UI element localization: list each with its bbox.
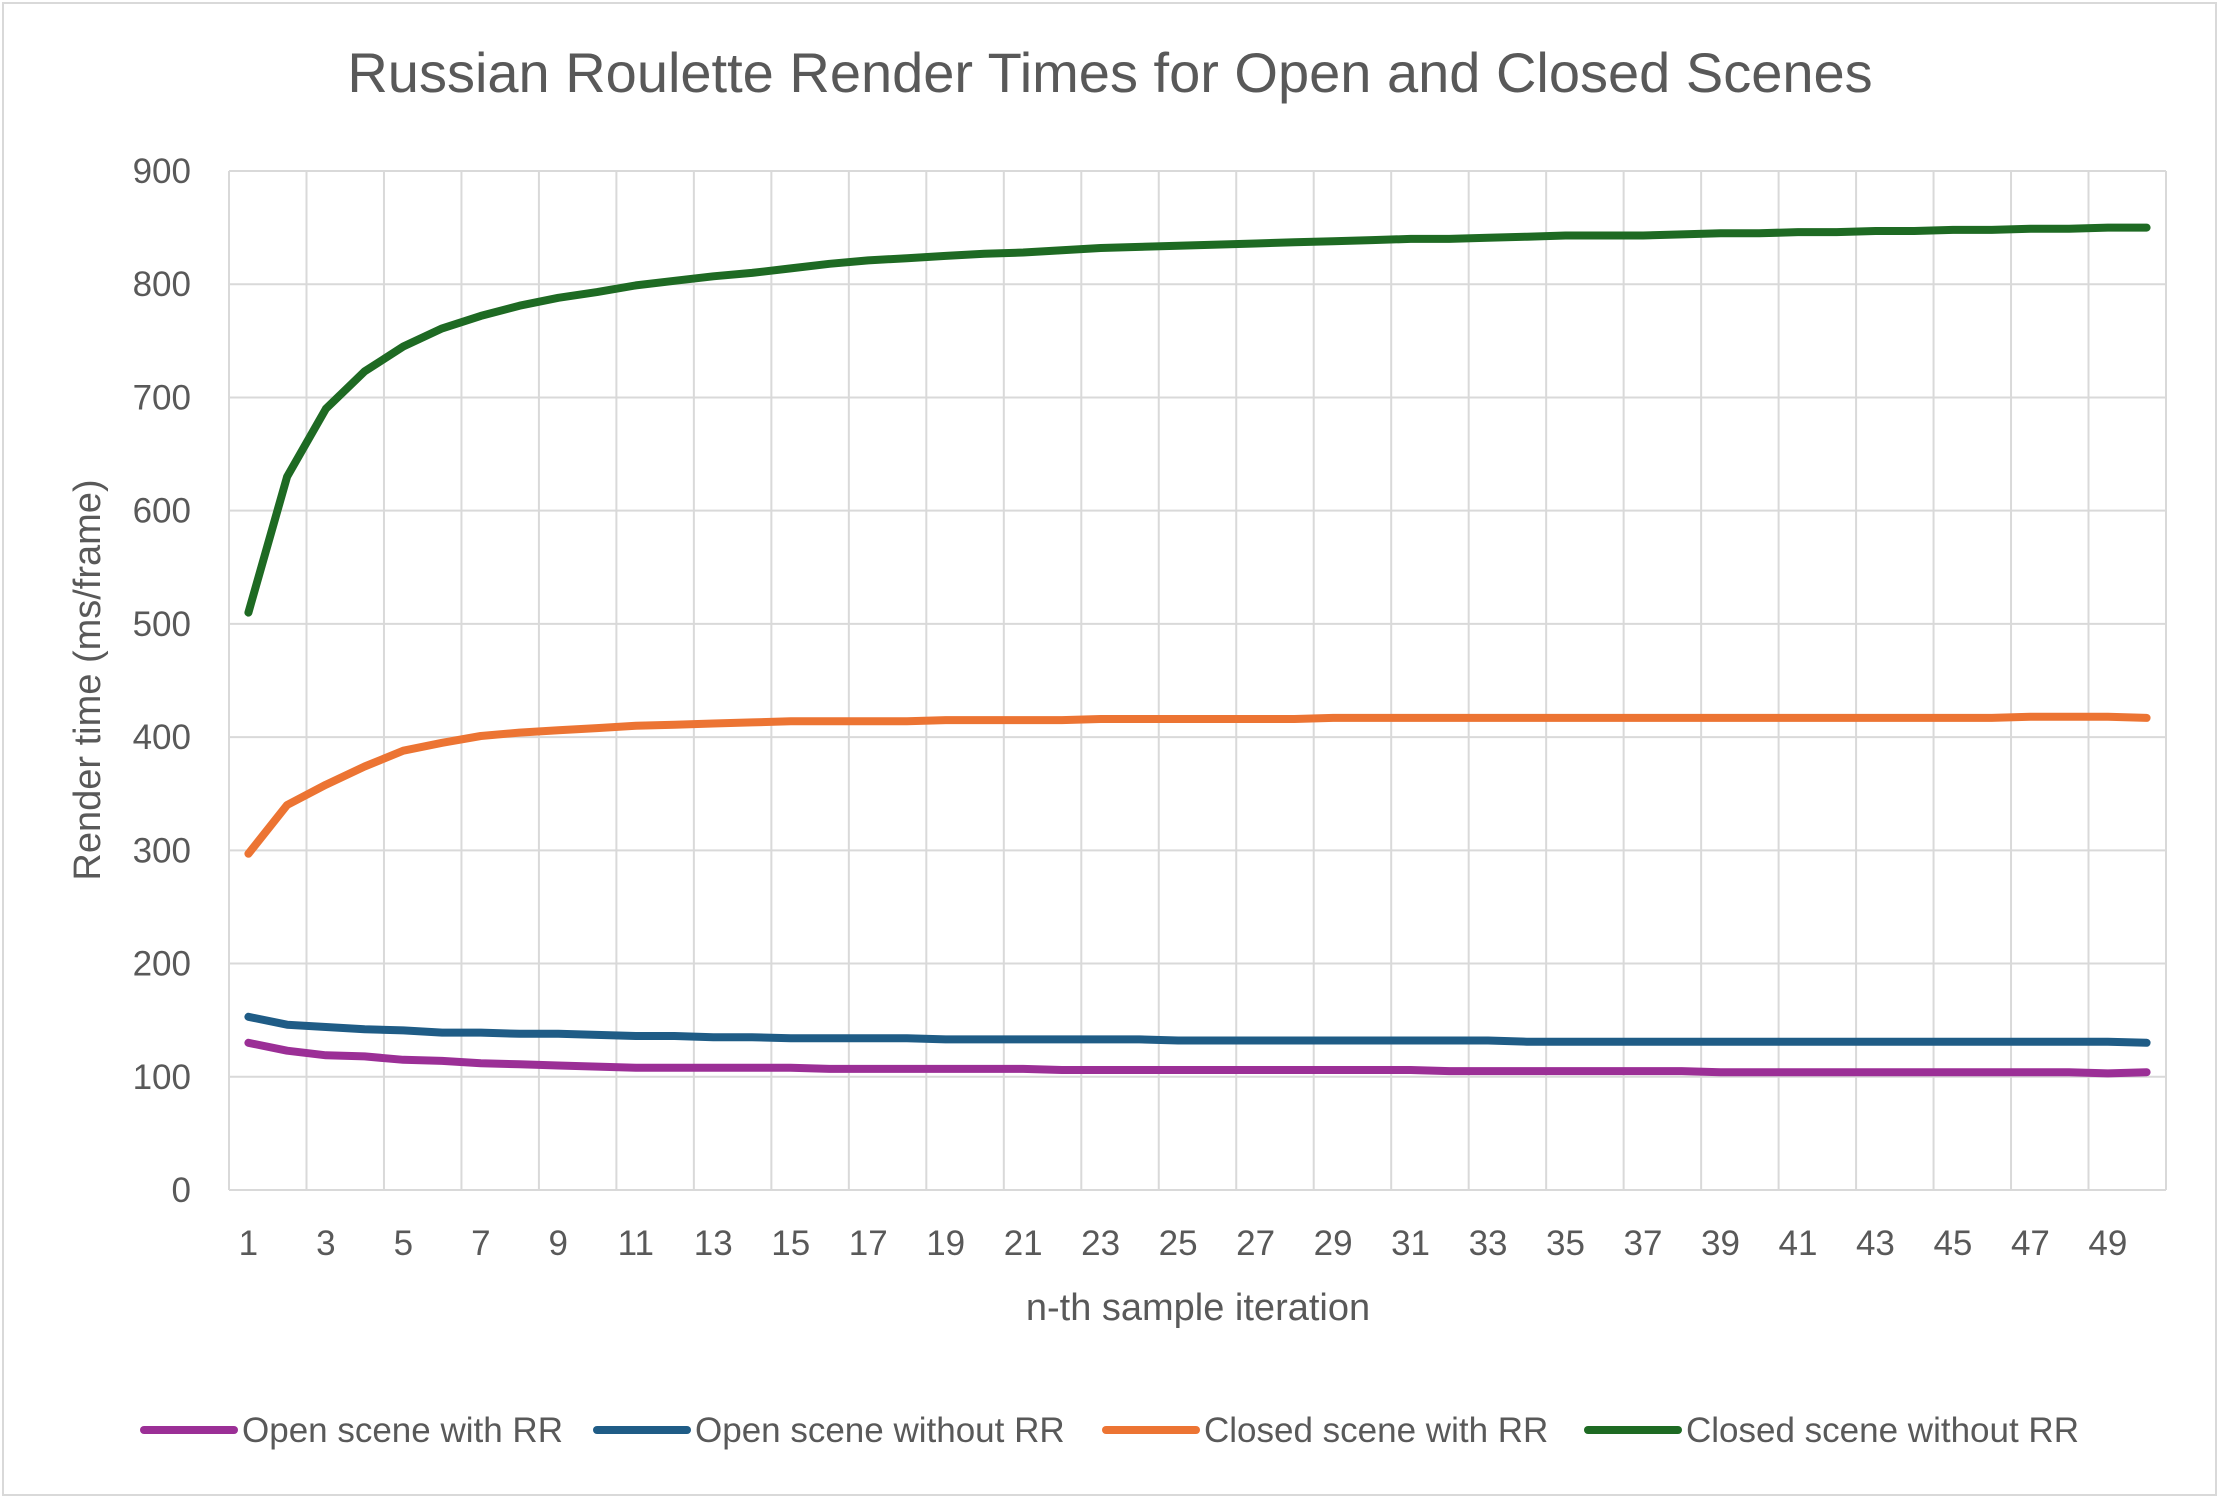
x-tick-label: 39 — [1701, 1224, 1740, 1263]
series-lines — [244, 223, 2151, 1078]
series-line-open-scene-without-rr — [244, 1012, 2151, 1047]
x-tick-label: 5 — [394, 1224, 413, 1263]
x-tick-label: 49 — [2088, 1224, 2127, 1263]
x-tick-label: 15 — [771, 1224, 810, 1263]
x-tick-label: 29 — [1314, 1224, 1353, 1263]
y-tick-label: 200 — [133, 945, 191, 984]
x-tick-label: 19 — [926, 1224, 965, 1263]
y-tick-label: 500 — [133, 605, 191, 644]
y-tick-label: 400 — [133, 718, 191, 757]
y-tick-label: 700 — [133, 378, 191, 417]
x-tick-label: 23 — [1081, 1224, 1120, 1263]
x-tick-label: 43 — [1856, 1224, 1895, 1263]
x-tick-label: 27 — [1236, 1224, 1275, 1263]
x-tick-label: 33 — [1469, 1224, 1508, 1263]
series-line-closed-scene-with-rr — [244, 712, 2151, 858]
x-tick-label: 35 — [1546, 1224, 1585, 1263]
x-tick-label: 21 — [1004, 1224, 1043, 1263]
legend-label: Closed scene without RR — [1686, 1411, 2079, 1450]
x-tick-label: 1 — [239, 1224, 258, 1263]
y-tick-label: 800 — [133, 265, 191, 304]
grid-lines — [228, 170, 2167, 1191]
y-tick-label: 900 — [133, 152, 191, 191]
x-tick-label: 3 — [316, 1224, 335, 1263]
x-axis-label: n-th sample iteration — [1026, 1287, 1370, 1329]
legend: Open scene with RR Open scene without RR C… — [140, 1411, 2079, 1450]
y-tick-label: 600 — [133, 492, 191, 531]
x-axis-ticks: 1 3 5 7 9 11 13 15 17 19 21 23 25 27 29 31 33 35 37 39 41 43 4… — [239, 1224, 2128, 1263]
x-tick-label: 7 — [471, 1224, 490, 1263]
x-tick-label: 11 — [618, 1224, 654, 1263]
y-axis-label: Render time (ms/frame) — [67, 479, 109, 880]
legend-label: Closed scene with RR — [1204, 1411, 1548, 1450]
legend-label: Open scene with RR — [242, 1411, 563, 1450]
y-axis-ticks: 0 100 200 300 400 500 600 700 800 900 — [133, 152, 191, 1210]
series-line-open-scene-with-rr — [244, 1038, 2151, 1078]
y-tick-label: 0 — [172, 1171, 191, 1210]
y-tick-label: 100 — [133, 1058, 191, 1097]
x-tick-label: 45 — [1933, 1224, 1972, 1263]
x-tick-label: 41 — [1779, 1224, 1818, 1263]
chart-title: Russian Roulette Render Times for Open a… — [347, 41, 1872, 104]
x-tick-label: 47 — [2011, 1224, 2050, 1263]
x-tick-label: 25 — [1159, 1224, 1198, 1263]
x-tick-label: 31 — [1391, 1224, 1430, 1263]
x-tick-label: 13 — [694, 1224, 733, 1263]
x-tick-label: 17 — [849, 1224, 888, 1263]
series-line-closed-scene-without-rr — [244, 223, 2151, 617]
y-tick-label: 300 — [133, 831, 191, 870]
x-tick-label: 37 — [1624, 1224, 1663, 1263]
legend-label: Open scene without RR — [695, 1411, 1065, 1450]
x-tick-label: 9 — [549, 1224, 568, 1263]
